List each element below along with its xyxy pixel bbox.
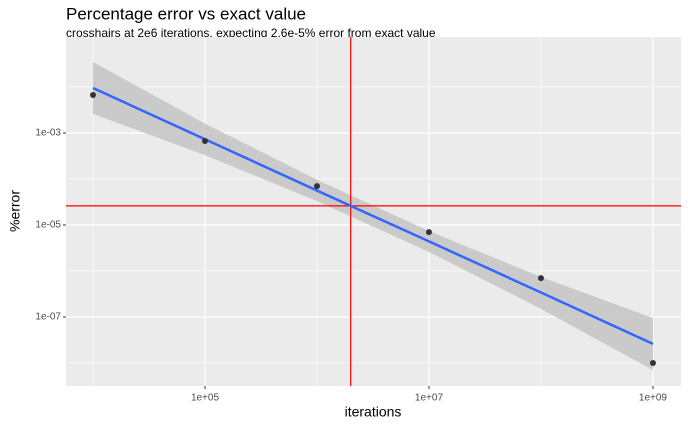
chart-subtitle: crosshairs at 2e6 iterations, expecting … [66,26,436,40]
y-axis-label: %error [7,190,23,232]
x-axis-label: iterations [345,404,402,420]
data-point [201,137,208,144]
data-point [537,275,544,282]
y-tick-label: 1e-05 [35,220,61,231]
chart-title: Percentage error vs exact value [66,4,306,23]
x-tick-label: 1e+07 [415,393,444,404]
y-tick-label: 1e-07 [35,312,61,323]
data-point [313,183,320,190]
x-tick-label: 1e+09 [639,393,668,404]
data-point [425,229,432,236]
data-point [649,359,656,366]
x-tick-label: 1e+05 [191,393,220,404]
fit-line [92,86,654,346]
y-tick-label: 1e-03 [35,128,61,139]
data-point [89,91,96,98]
